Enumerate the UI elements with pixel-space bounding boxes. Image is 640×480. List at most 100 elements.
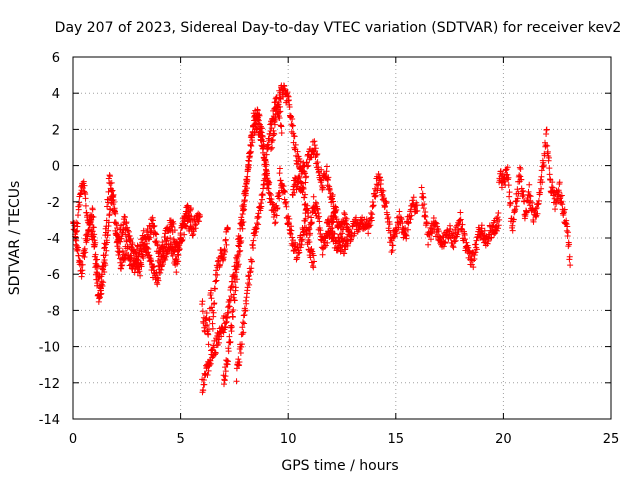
data-point [188,213,195,220]
data-point [121,213,128,220]
data-point [449,243,456,250]
data-point [211,300,218,307]
data-point [74,220,81,227]
data-point [313,200,320,207]
data-point [307,230,314,237]
data-point [234,257,241,264]
data-point [172,244,179,251]
data-point [504,171,511,178]
data-point [321,243,328,250]
data-point [103,223,110,230]
data-point [132,249,139,256]
data-point [224,225,231,232]
data-point [199,298,206,305]
data-point [309,138,316,145]
data-point [352,214,359,221]
data-point [516,172,523,179]
data-point [349,223,356,230]
data-point [515,190,522,197]
data-point [398,216,405,223]
data-point [495,210,502,217]
data-point [509,227,516,234]
data-point [248,265,255,272]
data-point [112,210,119,217]
data-point [92,251,99,258]
data-point [407,216,414,223]
data-point [90,234,97,241]
data-point [186,207,193,214]
data-point [556,179,563,186]
data-point [232,284,239,291]
data-point [369,211,376,218]
data-point [365,230,372,237]
data-point [286,215,293,222]
data-point [498,184,505,191]
data-point [264,170,271,177]
data-point [267,146,274,153]
data-point [375,171,382,178]
data-point [410,194,417,201]
data-point [75,206,82,213]
y-tick-label: 6 [52,51,60,66]
x-tick-label: 15 [388,432,405,447]
y-tick-label: -4 [47,232,60,247]
data-point [543,126,550,133]
data-point [96,294,103,301]
data-point [100,266,107,273]
x-tick-label: 10 [280,432,297,447]
data-point [233,276,240,283]
data-point [246,276,253,283]
data-point [545,154,552,161]
data-point [523,209,530,216]
data-point [301,201,308,208]
data-point [542,142,549,149]
data-point [237,247,244,254]
data-point [157,269,164,276]
data-point [298,179,305,186]
data-point [254,124,261,131]
data-point [125,228,132,235]
data-point [493,215,500,222]
data-point [371,193,378,200]
data-point [114,225,121,232]
data-point [222,368,229,375]
data-point [104,239,111,246]
data-point [495,222,502,229]
data-point [169,252,176,259]
data-point [230,306,237,313]
data-point [269,144,276,151]
data-point [271,131,278,138]
data-point [372,192,379,199]
data-point [300,185,307,192]
data-point [278,123,285,130]
data-point [513,203,520,210]
data-point [507,200,514,207]
data-point [206,362,213,369]
data-point [317,227,324,234]
data-point [231,297,238,304]
data-point [491,230,498,237]
data-point [564,223,571,230]
data-point [268,196,275,203]
data-point [281,188,288,195]
data-point [484,240,491,247]
data-point [76,201,83,208]
data-point [559,201,566,208]
x-tick-label: 20 [495,432,512,447]
data-point [72,228,79,235]
data-point [245,162,252,169]
y-tick-label: -2 [47,196,60,211]
data-point [225,309,232,316]
data-point [212,285,219,292]
data-point [472,249,479,256]
data-point [395,224,402,231]
data-point [236,235,243,242]
data-point [465,244,472,251]
data-point [222,236,229,243]
data-point [457,209,464,216]
data-point [473,246,480,253]
data-point [237,349,244,356]
data-point [427,236,434,243]
data-point [391,233,398,240]
data-point [305,162,312,169]
